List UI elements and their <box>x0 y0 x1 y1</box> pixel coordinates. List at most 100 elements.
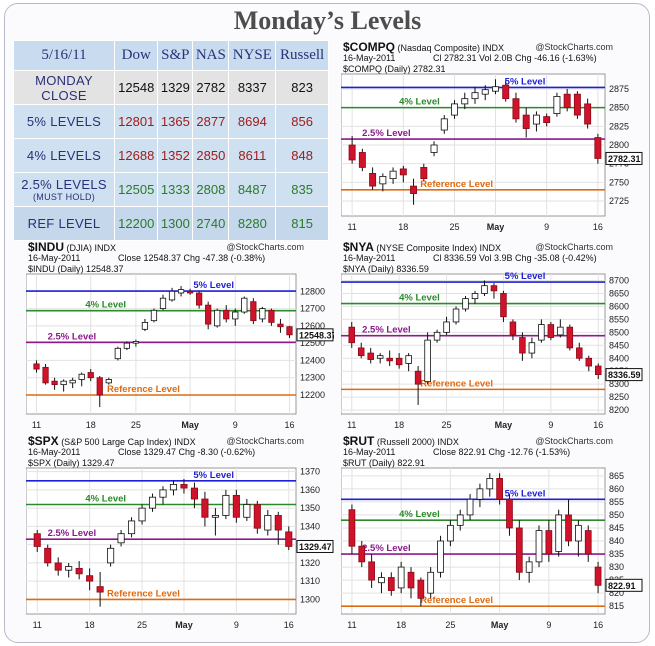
table-cell: 1333 <box>157 172 194 207</box>
candle-body <box>594 137 602 159</box>
candle-body <box>223 309 230 320</box>
y-tick-label: 12700 <box>300 304 325 314</box>
column-header-nyse: NYSE <box>228 40 277 71</box>
x-tick-label: 18 <box>398 222 408 232</box>
x-tick-label: May <box>495 420 513 430</box>
candle-body <box>595 365 602 375</box>
table-row-2-5-percent: 2.5% LEVELS (MUST HOLD) 12505 1333 2808 8… <box>12 172 329 207</box>
candle-body <box>357 347 365 357</box>
last-value-label: 12548.37 <box>299 330 334 340</box>
candle-body <box>69 379 76 384</box>
candle-body <box>471 293 479 300</box>
chart-indu: $INDU (DJIA) INDX @StockCharts.com 16-May-… <box>26 240 334 434</box>
candle-body <box>150 309 158 322</box>
candle-body <box>259 308 266 320</box>
candle-body <box>186 290 194 294</box>
candle-body <box>481 89 489 95</box>
chart-index-name: (Russell 2000) INDX <box>374 437 459 447</box>
candle-body <box>277 323 284 328</box>
candle-body <box>538 324 545 341</box>
table-cell: 848 <box>275 138 329 173</box>
table-cell: 12801 <box>114 104 159 139</box>
candle-body <box>196 292 203 306</box>
chart-source: @StockCharts.com <box>226 436 304 446</box>
candle-body <box>378 577 385 584</box>
candle-body <box>594 566 602 586</box>
candlestick-plot: 111825May9168158208258308358408458508558… <box>341 467 643 630</box>
level-label-five: 5% Level <box>505 488 546 499</box>
page-title: Monday’s Levels <box>233 6 422 35</box>
y-tick-label: 12300 <box>300 373 325 383</box>
level-label-two-five: 2.5% Level <box>362 325 411 336</box>
y-tick-label: 830 <box>609 562 624 572</box>
candle-body <box>51 380 58 386</box>
y-tick-label: 845 <box>609 523 624 533</box>
table-cell: 8280 <box>228 206 277 241</box>
chart-rut: $RUT (Russell 2000) INDX @StockCharts.com… <box>341 434 643 634</box>
chart-date: 16-May-2011 <box>343 447 396 457</box>
candle-body <box>190 487 198 500</box>
x-tick-label: 16 <box>284 620 294 630</box>
table-date: 5/16/11 <box>12 40 116 71</box>
candle-body <box>222 494 230 516</box>
table-cell: 8337 <box>228 70 277 105</box>
candle-body <box>486 478 494 490</box>
table-cell: 835 <box>275 172 329 207</box>
candle-body <box>201 498 209 518</box>
candle-body <box>243 504 251 518</box>
candle-body <box>387 577 395 591</box>
candle-body <box>42 366 49 384</box>
candle-body <box>500 293 507 318</box>
column-header-nas: NAS <box>192 40 230 71</box>
candle-body <box>123 342 130 349</box>
candlestick-plot: 111825May9161300131013201330134013501360… <box>26 467 334 630</box>
x-tick-label: 11 <box>347 222 356 232</box>
candle-body <box>348 509 356 547</box>
candle-body <box>515 527 523 573</box>
candle-body <box>214 309 221 327</box>
candle-body <box>367 352 374 360</box>
chart-index-name: (DJIA) INDX <box>64 243 117 253</box>
table-cell: 12200 <box>114 206 159 241</box>
chart-stats: Cl 8336.59 Vol 3.9B Chg -35.08 (-0.42%) <box>433 253 597 263</box>
chart-nya: $NYA (NYSE Composite Index) INDX @StockCh… <box>341 240 643 434</box>
candle-body <box>545 530 553 555</box>
candle-body <box>430 144 438 153</box>
y-tick-label: 850 <box>609 510 624 520</box>
y-tick-label: 8500 <box>609 327 629 337</box>
candle-body <box>285 531 293 547</box>
level-label-five: 5% Level <box>505 271 546 282</box>
candle-body <box>466 498 474 516</box>
x-tick-label: 25 <box>445 620 455 630</box>
candle-body <box>573 93 581 116</box>
row-label-line1: 2.5% LEVELS <box>21 177 107 192</box>
candle-body <box>114 347 121 360</box>
chart-legend: $NYA (Daily) 8336.59 <box>343 264 429 274</box>
candle-body <box>443 321 450 333</box>
candle-body <box>522 114 530 129</box>
table-row-ref-level: REF LEVEL 12200 1300 2740 8280 815 <box>12 206 329 241</box>
candle-body <box>565 514 572 542</box>
x-tick-label: 16 <box>284 420 294 430</box>
candle-body <box>87 372 94 379</box>
candle-body <box>368 561 375 581</box>
table-cell: 856 <box>275 104 329 139</box>
candle-body <box>78 373 85 380</box>
candle-body <box>547 324 555 338</box>
y-tick-label: 1350 <box>300 503 320 513</box>
chart-source: @StockCharts.com <box>535 42 613 52</box>
table-row-monday-close: MONDAY CLOSE 12548 1329 2782 8337 823 <box>12 70 329 105</box>
table-cell: 12688 <box>114 138 159 173</box>
row-label: 2.5% LEVELS (MUST HOLD) <box>12 172 116 207</box>
last-value-box <box>296 539 334 553</box>
table-cell: 1365 <box>157 104 194 139</box>
level-label-ref: Reference Level <box>420 179 493 190</box>
candle-body <box>386 357 393 362</box>
x-tick-label: 9 <box>234 620 239 630</box>
candle-body <box>471 92 479 100</box>
table-cell: 2782 <box>192 70 230 105</box>
level-label-ref: Reference Level <box>420 595 493 606</box>
y-tick-label: 8650 <box>609 288 629 298</box>
chart-legend: $SPX (Daily) 1329.47 <box>28 458 115 468</box>
candle-body <box>452 308 460 323</box>
